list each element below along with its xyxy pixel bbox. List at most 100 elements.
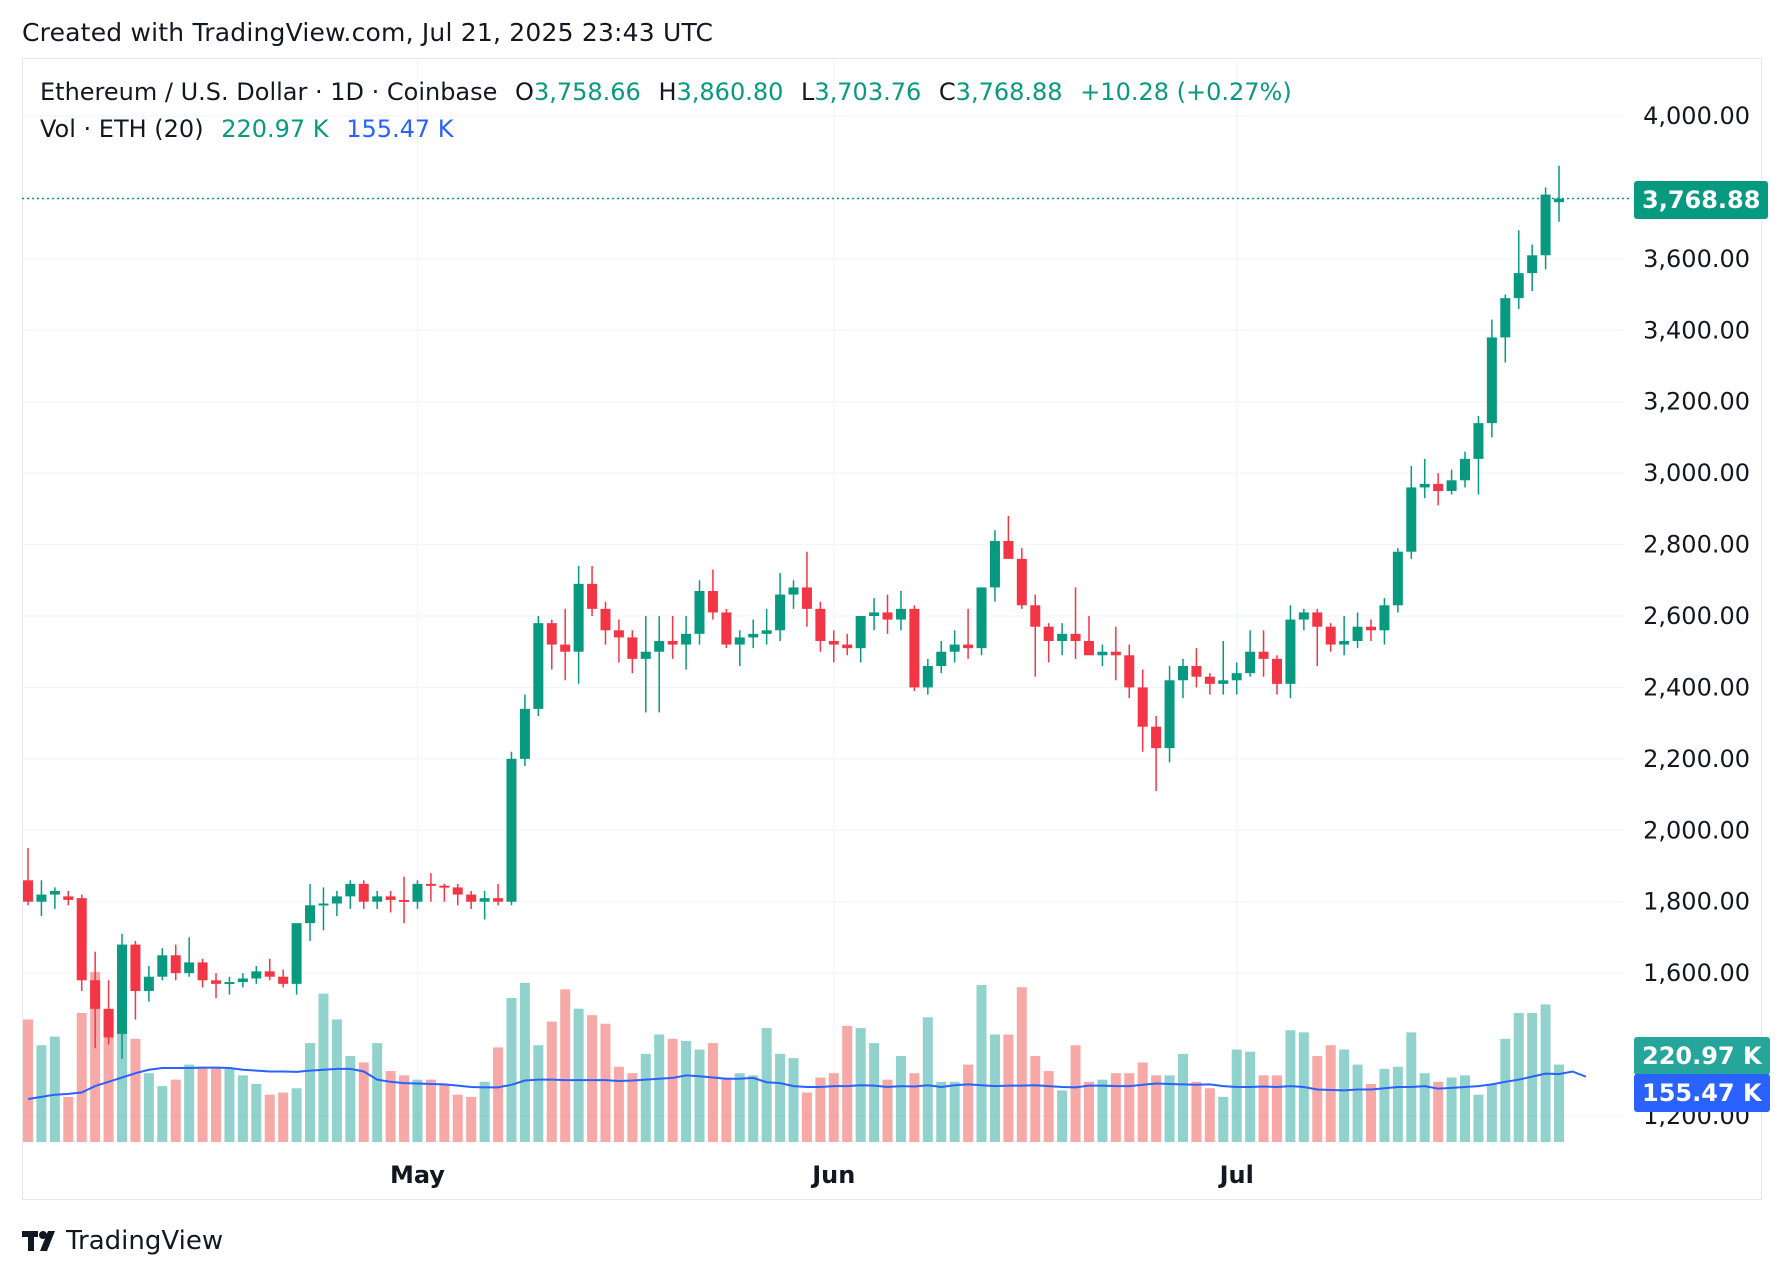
candle-body — [1043, 626, 1054, 641]
x-tick-label: May — [390, 1161, 445, 1189]
volume-bar — [1003, 1034, 1014, 1142]
volume-bar — [36, 1045, 47, 1142]
candle-body — [815, 608, 826, 641]
volume-bar — [815, 1077, 826, 1142]
candle-body — [358, 883, 369, 902]
candle-body — [681, 633, 692, 645]
volume-bar — [949, 1081, 960, 1142]
y-tick-label: 2,000.00 — [1643, 816, 1750, 844]
volume-bar — [1392, 1066, 1403, 1142]
candle-body — [23, 880, 33, 902]
candle-body — [560, 644, 571, 652]
volume-bar — [1554, 1064, 1565, 1142]
candle-body — [1164, 680, 1175, 749]
volume-legend: Vol · ETH (20) 220.97 K 155.47 K — [40, 115, 454, 143]
candle-body — [909, 608, 920, 688]
candle-body — [828, 641, 839, 645]
candle-body — [721, 612, 732, 645]
candle-body — [667, 641, 678, 645]
volume-bar — [305, 1043, 316, 1142]
volume-bar — [909, 1073, 920, 1142]
volume-bar — [49, 1036, 60, 1142]
volume-bar — [869, 1043, 880, 1142]
candle-body — [1097, 651, 1108, 656]
volume-bar — [828, 1073, 839, 1142]
volume-bar — [318, 993, 329, 1142]
y-tick-label: 3,000.00 — [1643, 459, 1750, 487]
volume-bar — [560, 989, 571, 1142]
tradingview-logo-icon — [22, 1231, 55, 1251]
y-tick-label: 4,000.00 — [1643, 102, 1750, 130]
volume-bar — [385, 1071, 396, 1142]
volume-label: Vol · ETH (20) — [40, 115, 204, 143]
volume-bar — [117, 1030, 128, 1142]
volume-bar — [291, 1088, 302, 1142]
candle-body — [170, 955, 181, 974]
volume-bar — [761, 1028, 772, 1142]
candle-body — [734, 637, 745, 645]
candle-body — [587, 583, 598, 609]
candle-body — [506, 758, 517, 902]
candle-body — [1204, 676, 1215, 684]
symbol-legend: Ethereum / U.S. Dollar · 1D · Coinbase O… — [40, 78, 1292, 106]
candle-body — [1271, 658, 1282, 684]
candle-body — [1554, 198, 1565, 203]
volume-bar — [546, 1021, 557, 1142]
volume-bar — [533, 1045, 544, 1142]
candle-body — [1258, 651, 1269, 659]
price-axis: 4,000.00 3,600.00 3,400.00 3,200.00 3,000.00… — [1643, 102, 1750, 1130]
volume-bar — [197, 1066, 208, 1142]
low-label: L — [801, 78, 815, 106]
volume-bar — [251, 1083, 262, 1142]
volume-bar — [1151, 1075, 1162, 1142]
candle-body — [654, 641, 665, 652]
volume-bar — [143, 1073, 154, 1142]
candle-body — [157, 955, 168, 977]
candle-body — [1460, 458, 1471, 481]
tradingview-footer[interactable]: TradingView — [22, 1226, 223, 1256]
volume-bar — [278, 1092, 289, 1142]
candle-body — [600, 608, 611, 631]
candle-body — [1298, 612, 1309, 620]
candle-body — [869, 612, 880, 616]
volume-bar — [1486, 1083, 1497, 1142]
volume-bar — [721, 1077, 732, 1142]
volume-bar — [801, 1092, 812, 1142]
candle-body — [130, 944, 141, 991]
volume-bar — [1473, 1094, 1484, 1142]
volume-bar — [640, 1053, 651, 1142]
candle-body — [224, 982, 235, 985]
candle-body — [519, 708, 530, 759]
candle-body — [788, 587, 799, 595]
volume-bar — [211, 1066, 222, 1142]
candle-body — [1527, 255, 1538, 274]
volume-bar — [1433, 1081, 1444, 1142]
candle-body — [949, 644, 960, 652]
volume-bar — [963, 1064, 974, 1142]
y-tick-label: 2,200.00 — [1643, 745, 1750, 773]
low-value: 3,703.76 — [814, 78, 922, 106]
volume-bar — [613, 1066, 624, 1142]
volume-bar — [1446, 1077, 1457, 1142]
volume-bar — [573, 1008, 584, 1142]
volume-bar — [90, 972, 101, 1142]
candle-body — [842, 644, 853, 649]
created-with-header: Created with TradingView.com, Jul 21, 20… — [22, 18, 714, 47]
volume-bar — [506, 997, 517, 1142]
volume-bar — [1110, 1073, 1121, 1142]
candle-body — [466, 894, 477, 902]
candle-body — [1177, 666, 1188, 681]
candle-body — [1003, 541, 1014, 559]
volume-bar — [358, 1062, 369, 1142]
candle-body — [1083, 641, 1094, 656]
open-label: O — [515, 78, 534, 106]
candle-body — [761, 630, 772, 634]
volume-bar — [1258, 1075, 1269, 1142]
candle-body — [801, 587, 812, 609]
volume-bar — [184, 1064, 195, 1142]
candle-body — [264, 971, 275, 977]
candle-body — [425, 883, 436, 886]
volume-bar — [224, 1068, 235, 1142]
volume-bar — [372, 1043, 383, 1142]
